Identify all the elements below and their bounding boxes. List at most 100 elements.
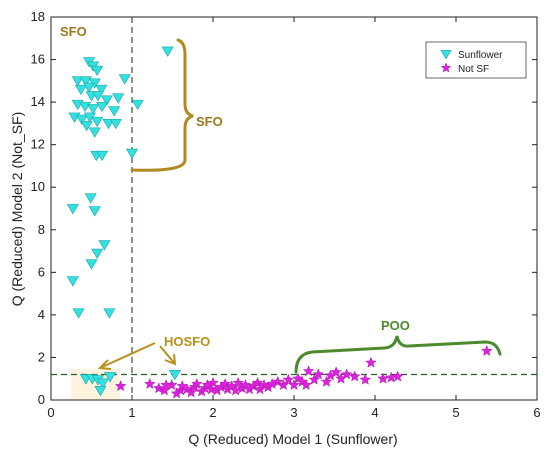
point-sunflower — [66, 204, 79, 215]
point-not-sf — [114, 380, 127, 392]
point-sunflower — [131, 99, 144, 111]
y-tick-label: 8 — [38, 222, 45, 237]
point-sunflower — [84, 193, 97, 204]
point-sunflower — [103, 308, 116, 319]
x-tick-label: 4 — [371, 405, 378, 420]
point-not-sf — [481, 345, 493, 356]
y-axis-title: Q (Reduced) Model 2 (Not_SF) — [9, 112, 25, 307]
x-tick-label: 5 — [452, 405, 459, 420]
point-sunflower — [100, 95, 113, 106]
y-tick-label: 14 — [31, 94, 45, 109]
x-tick-label: 0 — [47, 405, 54, 420]
point-sunflower — [168, 370, 181, 381]
point-not-sf — [302, 365, 315, 377]
point-not-sf — [191, 377, 203, 389]
point-sunflower — [94, 385, 107, 397]
legend-label-not-sf: Not SF — [458, 64, 489, 75]
point-sunflower — [98, 240, 111, 251]
point-sunflower — [95, 84, 108, 96]
point-not-sf — [359, 373, 372, 385]
point-sunflower — [66, 276, 79, 287]
point-sunflower — [87, 104, 100, 115]
point-sunflower — [71, 76, 84, 87]
point-sunflower — [80, 121, 93, 132]
point-sunflower — [91, 116, 104, 128]
annotation-poo: POO — [381, 318, 410, 333]
point-not-sf — [349, 370, 361, 382]
poo-brace — [294, 335, 502, 374]
point-sunflower — [125, 148, 139, 159]
legend-star-icon — [440, 62, 452, 73]
point-sunflower — [88, 206, 101, 217]
point-sunflower — [109, 118, 122, 130]
point-sunflower — [112, 93, 125, 104]
hosfo-arrow-2-head — [164, 353, 177, 366]
x-tick-label: 1 — [128, 405, 135, 420]
point-not-sf — [308, 373, 320, 385]
point-not-sf — [185, 386, 197, 398]
y-tick-label: 0 — [38, 392, 45, 407]
hosfo-arrow-1 — [99, 342, 156, 369]
point-not-sf — [300, 379, 312, 390]
point-not-sf — [152, 382, 165, 394]
point-not-sf — [365, 356, 377, 368]
point-sunflower — [91, 65, 104, 77]
point-not-sf — [160, 379, 172, 390]
point-sunflower — [88, 127, 101, 138]
point-not-sf — [205, 383, 218, 395]
legend-label-sunflower: Sunflower — [458, 50, 503, 61]
annotation-sfo-brace: SFO — [196, 114, 223, 129]
annotation-hosfo: HOSFO — [164, 334, 210, 349]
legend-marker-sunflower — [440, 49, 452, 60]
point-sunflower — [91, 248, 104, 260]
point-not-sf — [340, 368, 353, 380]
point-not-sf — [219, 377, 231, 389]
hosfo-arrow-2 — [159, 345, 176, 365]
point-not-sf — [176, 380, 188, 392]
point-sunflower — [83, 82, 96, 94]
x-tick-label: 6 — [533, 405, 540, 420]
y-tick-label: 10 — [31, 179, 45, 194]
point-not-sf — [272, 375, 284, 387]
hosfo-arrow-1-head — [97, 359, 112, 370]
legend-box — [425, 41, 527, 79]
point-not-sf — [232, 376, 244, 388]
point-sunflower — [91, 91, 105, 102]
legend-marker-not-sf — [440, 62, 452, 73]
point-sunflower — [85, 259, 98, 270]
point-not-sf — [266, 377, 278, 389]
legend: Sunflower Not SF — [425, 41, 527, 79]
point-not-sf — [277, 379, 290, 390]
y-tick-label: 18 — [31, 9, 45, 24]
annotation-sfo-corner: SFO — [60, 24, 87, 39]
point-sunflower — [79, 76, 92, 87]
point-not-sf — [207, 376, 219, 388]
point-sunflower — [118, 74, 131, 85]
point-not-sf — [330, 366, 342, 378]
point-not-sf — [320, 375, 333, 387]
sfo-brace — [130, 38, 194, 172]
y-tick-label: 6 — [38, 264, 45, 279]
axis-ticks — [50, 16, 538, 401]
point-not-sf — [282, 373, 295, 385]
point-sunflower — [108, 106, 121, 117]
x-tick-label: 3 — [290, 405, 297, 420]
point-sunflower — [96, 378, 109, 389]
point-not-sf — [251, 376, 264, 388]
y-tick-label: 2 — [38, 349, 45, 364]
point-not-sf — [391, 370, 404, 382]
point-sunflower — [102, 118, 115, 130]
point-sunflower — [75, 114, 88, 125]
point-sunflower — [96, 150, 109, 162]
y-tick-label: 4 — [38, 307, 45, 322]
point-sunflower — [104, 372, 117, 383]
y-tick-label: 16 — [31, 52, 45, 67]
point-sunflower — [161, 46, 174, 57]
point-sunflower — [72, 308, 85, 319]
point-sunflower — [96, 101, 109, 113]
x-axis-title: Q (Reduced) Model 1 (Sunflower) — [188, 431, 397, 447]
legend-triangle-icon — [440, 49, 452, 60]
point-not-sf — [312, 368, 325, 380]
